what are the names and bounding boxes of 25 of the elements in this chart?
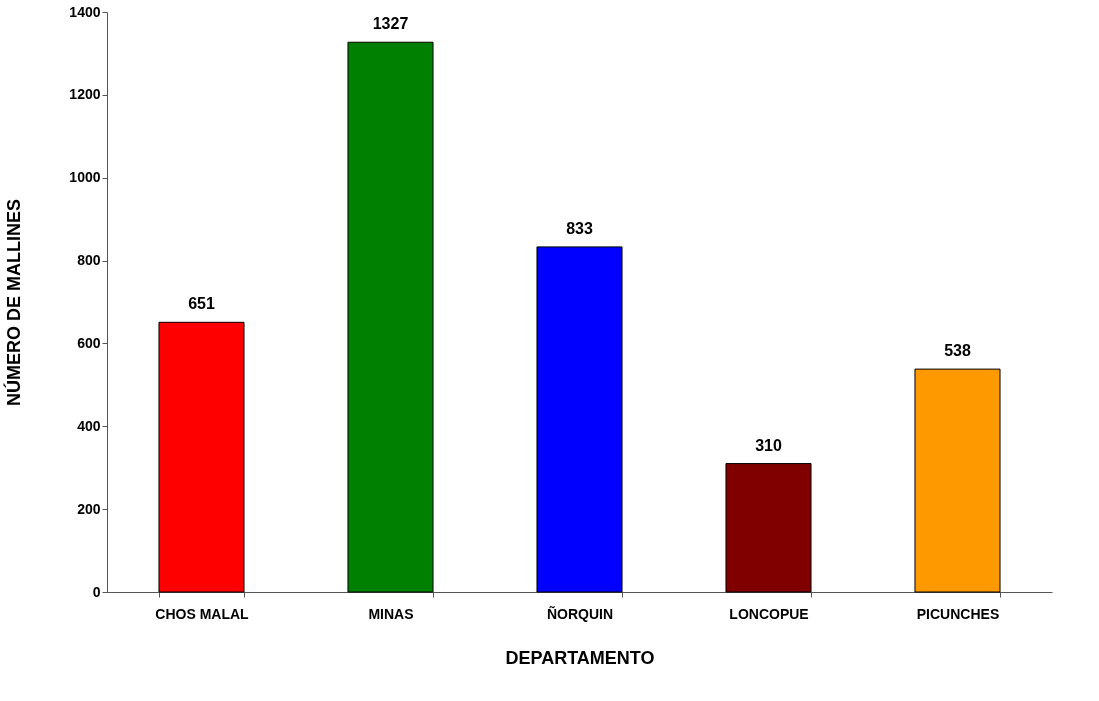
data-label: 1327: [372, 15, 409, 33]
bar: [158, 321, 245, 593]
x-axis-title: DEPARTAMENTO: [505, 647, 655, 668]
bar: [536, 246, 623, 593]
y-tick-label: 1000: [69, 169, 101, 186]
y-tick-label: 1400: [69, 3, 101, 20]
y-tick-label: 600: [77, 334, 101, 351]
data-label: 833: [566, 219, 593, 237]
bar: [347, 41, 434, 593]
y-axis-title: NÚMERO DE MALLINES: [3, 199, 25, 406]
y-tick-label: 200: [77, 500, 101, 517]
data-label: 310: [755, 436, 782, 454]
y-tick-label: 800: [77, 252, 101, 269]
bar: [914, 368, 1001, 593]
data-label: 538: [944, 342, 971, 360]
x-tick-label: CHOS MALAL: [155, 605, 250, 622]
x-tick-label: MINAS: [368, 605, 414, 622]
x-tick-label: LONCOPUE: [729, 605, 809, 622]
y-tick-label: 400: [77, 417, 101, 434]
bar: [725, 463, 812, 593]
x-tick-label: ÑORQUIN: [546, 604, 614, 622]
data-label: 651: [188, 295, 215, 313]
y-tick-label: 0: [92, 583, 101, 600]
y-tick-label: 1200: [69, 86, 101, 103]
x-tick-label: PICUNCHES: [916, 605, 1000, 622]
